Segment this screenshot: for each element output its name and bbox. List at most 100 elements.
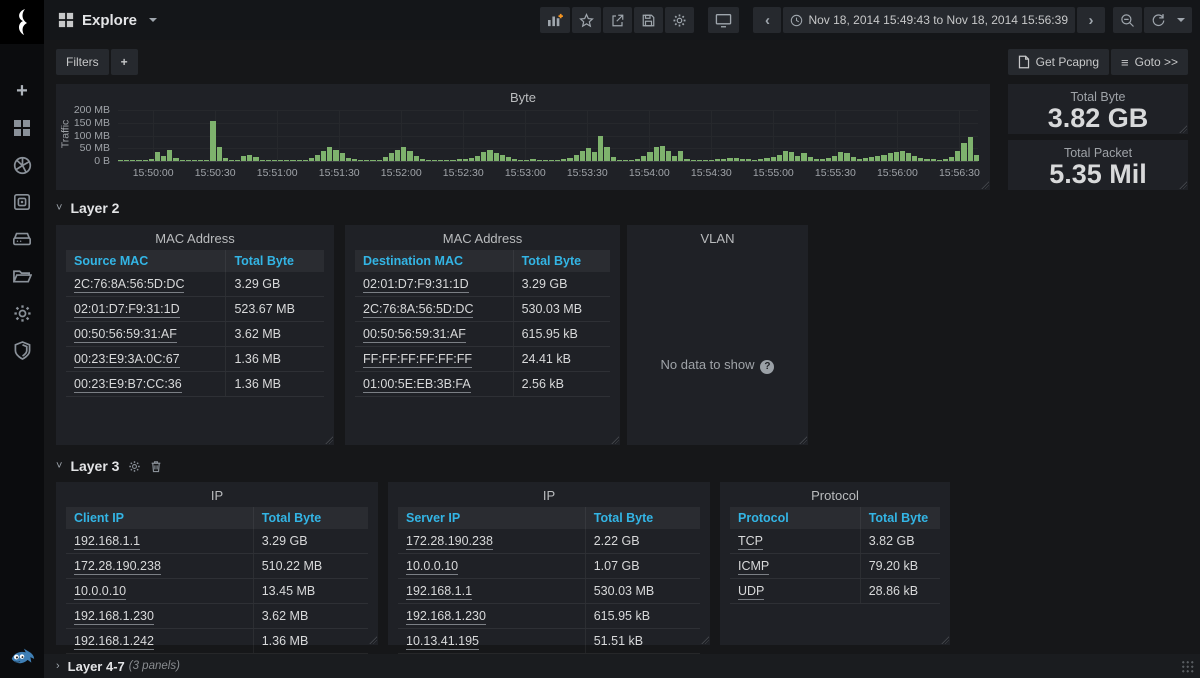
table-link[interactable]: 192.168.1.230 (74, 609, 154, 625)
table-link[interactable]: 10.0.0.10 (406, 559, 458, 575)
sidebar-security-icon[interactable] (11, 339, 33, 361)
dashboard-picker-caret-icon[interactable] (149, 18, 157, 22)
row-delete-trash-icon[interactable] (149, 459, 163, 473)
panel-title[interactable]: MAC Address (345, 225, 620, 246)
sidebar-snapshots-icon[interactable] (11, 154, 33, 176)
table-link[interactable]: FF:FF:FF:FF:FF:FF (363, 352, 472, 368)
table-link[interactable]: 192.168.1.242 (74, 634, 154, 650)
traffic-bar (512, 159, 517, 161)
panel-title[interactable]: VLAN (627, 225, 808, 246)
stat-title[interactable]: Total Packet (1008, 140, 1188, 160)
column-header[interactable]: Total Byte (860, 507, 940, 529)
traffic-bar (888, 153, 893, 161)
sidebar-storage-icon[interactable] (11, 228, 33, 250)
table-link[interactable]: 172.28.190.238 (74, 559, 161, 575)
table-link[interactable]: TCP (738, 534, 763, 550)
traffic-bar (715, 159, 720, 161)
column-header[interactable]: Source MAC (66, 250, 226, 272)
table-link[interactable]: ICMP (738, 559, 769, 575)
key-cell: FF:FF:FF:FF:FF:FF (355, 347, 513, 372)
column-header[interactable]: Total Byte (253, 507, 368, 529)
traffic-bar (641, 156, 646, 161)
panel-title[interactable]: IP (388, 482, 710, 503)
star-dashboard-button[interactable] (572, 7, 601, 33)
table-link[interactable]: 02:01:D7:F9:31:1D (74, 302, 180, 318)
column-header[interactable]: Client IP (66, 507, 253, 529)
table-link[interactable]: 2C:76:8A:56:5D:DC (74, 277, 184, 293)
table-link[interactable]: 00:23:E9:3A:0C:67 (74, 352, 180, 368)
column-header[interactable]: Total Byte (226, 250, 324, 272)
table-link[interactable]: 10.13.41.195 (406, 634, 479, 650)
table-link[interactable]: 00:50:56:59:31:AF (363, 327, 466, 343)
resize-handle[interactable] (611, 436, 619, 444)
column-header[interactable]: Total Byte (513, 250, 610, 272)
resize-handle[interactable] (1179, 125, 1187, 133)
add-panel-button[interactable] (540, 7, 570, 33)
add-filter-button[interactable]: + (111, 49, 138, 75)
table-link[interactable]: 10.0.0.10 (74, 584, 126, 600)
traffic-bar (321, 151, 326, 161)
refresh-button[interactable] (1144, 7, 1192, 33)
resize-handle[interactable] (701, 636, 709, 644)
save-dashboard-button[interactable] (634, 7, 663, 33)
table-link[interactable]: 00:50:56:59:31:AF (74, 327, 177, 343)
zoom-out-button[interactable] (1113, 7, 1142, 33)
resize-handle[interactable] (325, 436, 333, 444)
filters-button[interactable]: Filters (56, 49, 109, 75)
panel-title[interactable]: IP (56, 482, 378, 503)
sidebar-dashboards-icon[interactable] (11, 117, 33, 139)
table-link[interactable]: UDP (738, 584, 764, 600)
panel-title[interactable]: MAC Address (56, 225, 334, 246)
column-header[interactable]: Server IP (398, 507, 585, 529)
refresh-interval-caret-icon[interactable] (1177, 18, 1185, 22)
column-header[interactable]: Protocol (730, 507, 860, 529)
table-link[interactable]: 192.168.1.230 (406, 609, 486, 625)
tv-mode-button[interactable] (708, 7, 739, 33)
column-header[interactable]: Total Byte (585, 507, 700, 529)
client-ip-table: Client IPTotal Byte192.168.1.13.29 GB172… (66, 507, 368, 654)
chart-panel-title[interactable]: Byte (56, 84, 990, 105)
sidebar-vault-icon[interactable] (11, 191, 33, 213)
resize-handle[interactable] (369, 636, 377, 644)
table-link[interactable]: 2C:76:8A:56:5D:DC (363, 302, 473, 318)
sidebar-folder-icon[interactable] (11, 265, 33, 287)
table-link[interactable]: 192.168.1.1 (406, 584, 472, 600)
key-cell: 10.13.41.195 (398, 629, 585, 654)
row-drag-handle-icon[interactable] (1181, 660, 1194, 673)
layer3-row-header[interactable]: ˅ Layer 3 (56, 458, 163, 474)
resize-handle[interactable] (981, 181, 989, 189)
table-link[interactable]: 01:00:5E:EB:3B:FA (363, 377, 471, 393)
protocol-table: ProtocolTotal ByteTCP3.82 GBICMP79.20 kB… (730, 507, 940, 604)
x-tick-label: 15:51:30 (319, 167, 360, 179)
time-range-picker[interactable]: Nov 18, 2014 15:49:43 to Nov 18, 2014 15… (783, 7, 1075, 33)
time-back-button[interactable]: ‹ (753, 7, 781, 33)
table-link[interactable]: 192.168.1.1 (74, 534, 140, 550)
get-pcapng-button[interactable]: Get Pcapng (1008, 49, 1109, 75)
help-icon[interactable]: ? (760, 360, 774, 374)
resize-handle[interactable] (799, 436, 807, 444)
stat-title[interactable]: Total Byte (1008, 84, 1188, 104)
value-cell: 530.03 MB (585, 579, 700, 604)
layer47-row-header[interactable]: › Layer 4-7 (3 panels) (44, 654, 1200, 678)
share-dashboard-button[interactable] (603, 7, 632, 33)
traffic-bar (727, 158, 732, 161)
row-settings-gear-icon[interactable] (127, 459, 141, 473)
panel-title[interactable]: Protocol (720, 482, 950, 503)
time-forward-button[interactable]: › (1077, 7, 1105, 33)
chevron-right-icon: › (1089, 13, 1094, 28)
column-header[interactable]: Destination MAC (355, 250, 513, 272)
goto-button[interactable]: ≡ Goto >> (1111, 49, 1188, 75)
resize-handle[interactable] (941, 636, 949, 644)
sidebar-settings-icon[interactable] (11, 302, 33, 324)
shark-mascot-icon[interactable] (8, 646, 36, 670)
table-link[interactable]: 00:23:E9:B7:CC:36 (74, 377, 182, 393)
app-logo[interactable] (0, 0, 44, 44)
layer2-row-header[interactable]: ˅ Layer 2 (56, 200, 119, 216)
page-title[interactable]: Explore (82, 12, 137, 29)
resize-handle[interactable] (1179, 181, 1187, 189)
table-link[interactable]: 02:01:D7:F9:31:1D (363, 277, 469, 293)
sidebar-add-icon[interactable]: + (11, 80, 33, 102)
dashboard-settings-button[interactable] (665, 7, 694, 33)
total-byte-panel: Total Byte 3.82 GB (1008, 84, 1188, 134)
table-link[interactable]: 172.28.190.238 (406, 534, 493, 550)
